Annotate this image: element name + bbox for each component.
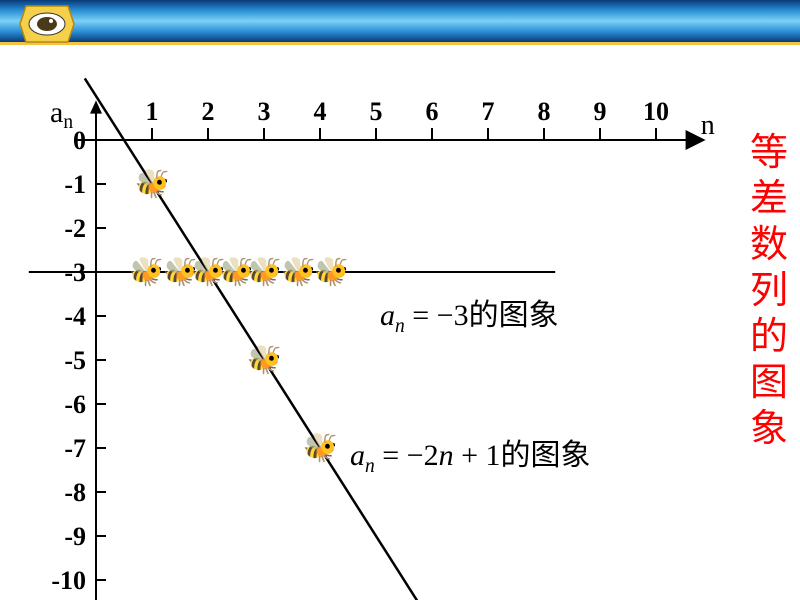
bee-marker-constant: 🐝 <box>129 255 164 289</box>
y-tick-label: -2 <box>64 214 86 243</box>
x-tick-label: 9 <box>594 97 607 126</box>
bee-marker-sloped: 🐝 <box>135 167 170 201</box>
x-tick-label: 10 <box>643 97 669 126</box>
y-tick-label: -5 <box>64 346 86 375</box>
slide: 等差数列的图象 12345678910n0-1-2-3-4-5-6-7-8-9-… <box>0 0 800 600</box>
y-tick-label: 0 <box>73 126 86 155</box>
bee-marker-sloped: 🐝 <box>247 343 282 377</box>
bee-marker-sloped: 🐝 <box>303 431 338 465</box>
line-sloped <box>85 78 421 600</box>
x-tick-label: 7 <box>482 97 495 126</box>
bee-marker-constant: 🐝 <box>247 255 282 289</box>
bee-marker-constant: 🐝 <box>314 255 349 289</box>
y-tick-label: -1 <box>64 170 86 199</box>
formula-sloped: an = −2n + 1的图象 <box>350 430 591 478</box>
formula-constant: an = −3的图象 <box>380 290 559 338</box>
x-tick-label: 6 <box>426 97 439 126</box>
topbar <box>0 0 800 42</box>
y-tick-label: -9 <box>64 522 86 551</box>
y-tick-label: -4 <box>64 302 86 331</box>
x-tick-label: 1 <box>146 97 159 126</box>
chart-area: 12345678910n0-1-2-3-4-5-6-7-8-9-10 an🐝🐝🐝… <box>0 45 800 600</box>
y-tick-label: -10 <box>51 566 86 595</box>
x-tick-label: 2 <box>202 97 215 126</box>
y-tick-label: -8 <box>64 478 86 507</box>
bee-marker-constant: 🐝 <box>280 255 315 289</box>
x-tick-label: 8 <box>538 97 551 126</box>
logo-badge <box>18 4 76 44</box>
x-axis-label: n <box>701 110 715 141</box>
x-tick-label: 5 <box>370 97 383 126</box>
y-axis-label: an <box>50 96 73 134</box>
x-tick-label: 3 <box>258 97 271 126</box>
x-tick-label: 4 <box>314 97 327 126</box>
bee-marker-sloped: 🐝 <box>191 255 226 289</box>
y-tick-label: -6 <box>64 390 86 419</box>
y-tick-label: -7 <box>64 434 86 463</box>
